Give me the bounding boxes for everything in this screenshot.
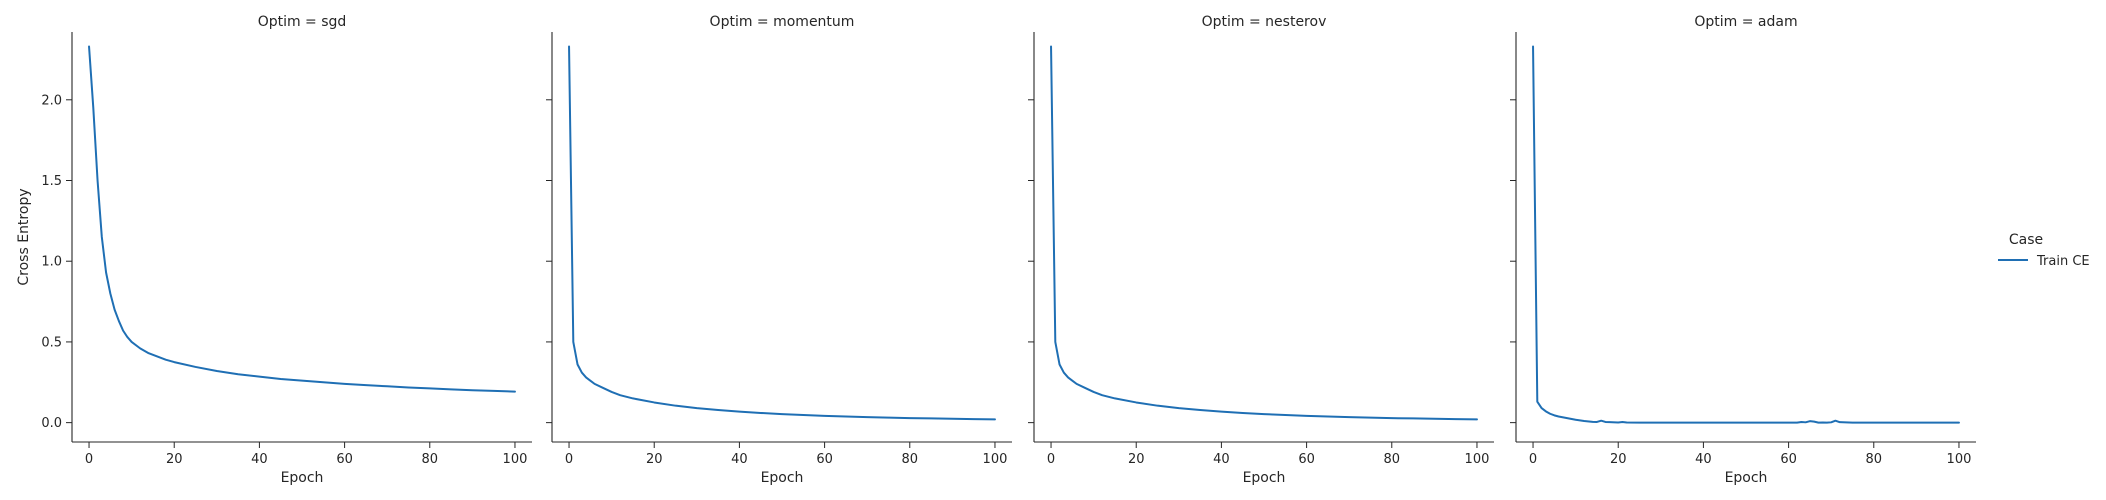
x-tick-label: 0 bbox=[565, 452, 573, 467]
x-tick-label: 100 bbox=[1465, 452, 1490, 467]
x-tick-label: 80 bbox=[1866, 452, 1883, 467]
x-axis-label: Epoch bbox=[281, 470, 324, 486]
x-tick-label: 60 bbox=[816, 452, 833, 467]
x-tick-label: 80 bbox=[422, 452, 439, 467]
x-tick-label: 0 bbox=[1529, 452, 1537, 467]
x-tick-label: 20 bbox=[1610, 452, 1627, 467]
x-tick-label: 60 bbox=[1780, 452, 1797, 467]
legend-title: Case bbox=[2009, 232, 2043, 248]
x-axis-label: Epoch bbox=[1725, 470, 1768, 486]
x-tick-label: 20 bbox=[166, 452, 183, 467]
x-tick-label: 40 bbox=[731, 452, 748, 467]
y-tick-label: 2.0 bbox=[41, 93, 62, 108]
panel-momentum: Optim = momentum 0 20 40 60 80 100 Epoch bbox=[546, 14, 1012, 486]
panel-title: Optim = momentum bbox=[710, 14, 855, 30]
x-tick-label: 100 bbox=[983, 452, 1008, 467]
series-line-train-ce bbox=[568, 45, 996, 421]
panel-title: Optim = nesterov bbox=[1202, 14, 1327, 30]
panel-title: Optim = adam bbox=[1694, 14, 1797, 30]
y-axis-label: Cross Entropy bbox=[16, 188, 32, 285]
x-tick-label: 40 bbox=[251, 452, 268, 467]
y-tick-label: 1.0 bbox=[41, 255, 62, 270]
y-tick-label: 1.5 bbox=[41, 174, 62, 189]
x-tick-label: 20 bbox=[646, 452, 663, 467]
y-tick-label: 0.0 bbox=[41, 416, 62, 431]
chart-panels: Optim = sgd 0 20 40 60 80 100 0.0 0.5 1.0 1.5 2.0 Ep… bbox=[16, 14, 1976, 486]
x-tick-label: 20 bbox=[1128, 452, 1145, 467]
y-tick-label: 0.5 bbox=[41, 335, 62, 350]
x-tick-label: 100 bbox=[1947, 452, 1972, 467]
panel-sgd: Optim = sgd 0 20 40 60 80 100 0.0 0.5 1.0 1.5 2.0 Ep… bbox=[16, 14, 532, 486]
series-line-train-ce bbox=[1050, 45, 1478, 421]
x-axis-label: Epoch bbox=[1243, 470, 1286, 486]
legend: Case Train CE bbox=[1998, 232, 2090, 269]
x-axis-label: Epoch bbox=[761, 470, 804, 486]
x-tick-label: 40 bbox=[1695, 452, 1712, 467]
series-line-train-ce bbox=[88, 45, 516, 393]
x-tick-label: 60 bbox=[1298, 452, 1315, 467]
x-tick-label: 80 bbox=[1384, 452, 1401, 467]
x-tick-label: 40 bbox=[1213, 452, 1230, 467]
x-tick-label: 0 bbox=[1047, 452, 1055, 467]
x-tick-label: 0 bbox=[85, 452, 93, 467]
panel-nesterov: Optim = nesterov 0 20 40 60 80 100 Epoch bbox=[1028, 14, 1494, 486]
x-tick-label: 60 bbox=[336, 452, 353, 467]
series-line-train-ce bbox=[1532, 45, 1960, 424]
legend-label-train-ce: Train CE bbox=[2036, 254, 2090, 269]
x-tick-label: 100 bbox=[503, 452, 528, 467]
panel-title: Optim = sgd bbox=[258, 14, 347, 30]
x-tick-label: 80 bbox=[902, 452, 919, 467]
panel-adam: Optim = adam 0 20 40 60 80 100 Epoch bbox=[1510, 14, 1976, 486]
